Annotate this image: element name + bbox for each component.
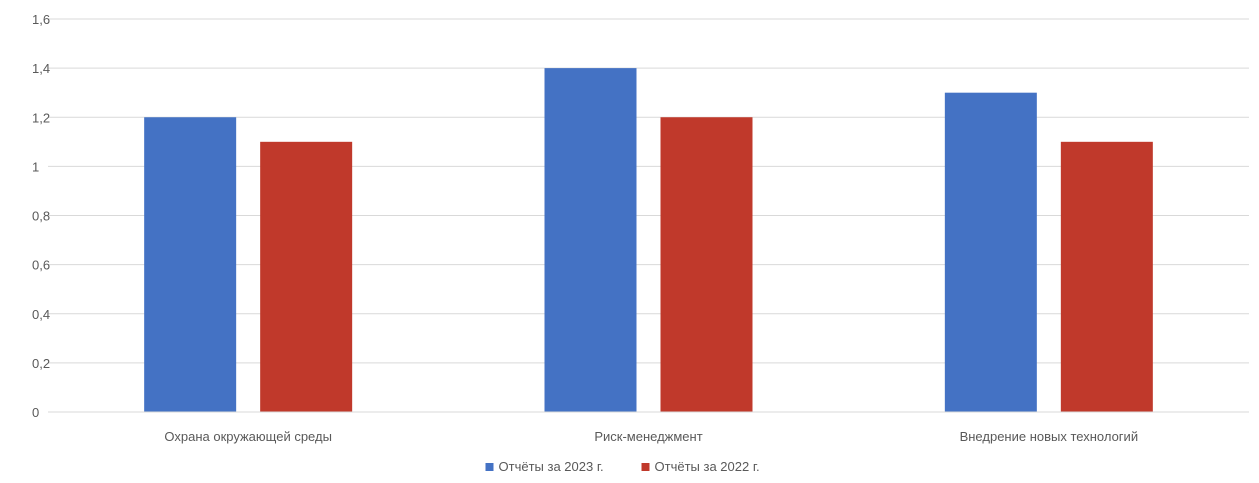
y-tick-label: 0,6	[32, 258, 50, 273]
x-category-label: Риск-менеджмент	[594, 429, 702, 444]
y-tick-label: 0,2	[32, 356, 50, 371]
x-category-label: Охрана окружающей среды	[164, 429, 332, 444]
bar-series-1-cat-0	[260, 141, 353, 412]
bar-series-1-cat-2	[1060, 141, 1153, 412]
y-tick-label: 1,2	[32, 110, 50, 125]
gridlines	[48, 18, 1249, 364]
y-tick-label: 0,4	[32, 307, 50, 322]
legend-marker	[641, 463, 650, 471]
bar-series-1-cat-1	[660, 117, 753, 412]
bars	[144, 68, 1153, 412]
y-tick-label: 1,6	[32, 12, 50, 27]
y-tick-label: 0,8	[32, 209, 50, 224]
y-tick-label: 1,4	[32, 61, 50, 76]
legend-label: Отчёты за 2022 г.	[655, 459, 760, 474]
legend-entry-1: Отчёты за 2022 г.	[641, 459, 760, 474]
y-axis-tick-labels: 0 0,2 0,4 0,6 0,8 1 1,2 1,4 1,6	[32, 12, 50, 420]
legend-marker	[485, 463, 494, 471]
bar-series-0-cat-2	[944, 92, 1037, 412]
bar-series-0-cat-0	[144, 117, 237, 412]
y-tick-label: 0	[32, 405, 39, 420]
y-tick-label: 1	[32, 159, 39, 174]
legend-label: Отчёты за 2023 г.	[499, 459, 604, 474]
legend: Отчёты за 2023 г. Отчёты за 2022 г.	[485, 459, 760, 474]
legend-entry-0: Отчёты за 2023 г.	[485, 459, 604, 474]
x-axis-category-labels: Охрана окружающей среды Риск-менеджмент Вн…	[164, 429, 1138, 444]
x-category-label: Внедрение новых технологий	[960, 429, 1139, 444]
bar-series-0-cat-1	[544, 68, 637, 412]
